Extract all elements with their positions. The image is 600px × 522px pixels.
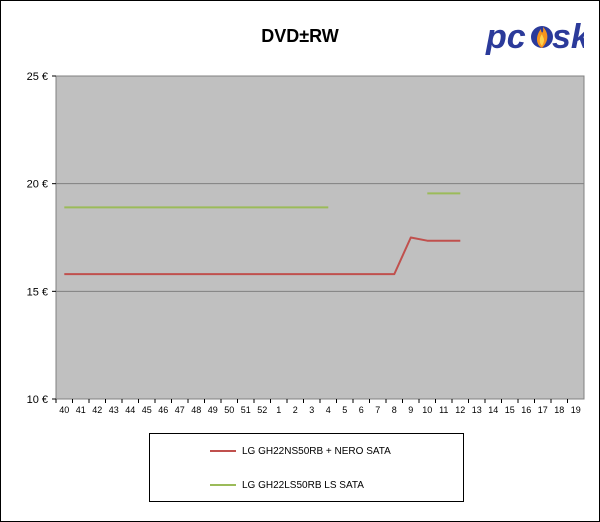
x-tick-label: 44 — [125, 405, 135, 415]
y-tick-label: 10 € — [27, 394, 48, 406]
x-tick-label: 47 — [175, 405, 185, 415]
legend-item-series-2: LG GH22LS50RB LS SATA — [210, 478, 364, 492]
x-tick-label: 12 — [455, 405, 465, 415]
legend-label-1: LG GH22NS50RB + NERO SATA — [242, 445, 391, 457]
x-tick-label: 51 — [241, 405, 251, 415]
x-tick-label: 52 — [257, 405, 267, 415]
chart-title: DVD±RW — [261, 26, 339, 46]
y-axis-ticks: 10 € 15 € 20 € 25 € — [27, 71, 56, 406]
x-tick-label: 16 — [521, 405, 531, 415]
x-tick-label: 8 — [392, 405, 397, 415]
x-tick-label: 43 — [109, 405, 119, 415]
series-line-1 — [64, 236, 461, 276]
x-tick-label: 48 — [191, 405, 201, 415]
x-tick-label: 3 — [309, 405, 314, 415]
x-tick-label: 17 — [538, 405, 548, 415]
legend-label-2: LG GH22LS50RB LS SATA — [242, 479, 364, 491]
logo-text-right: sk — [552, 18, 584, 56]
x-tick-label: 5 — [342, 405, 347, 415]
legend-swatch-2 — [210, 484, 236, 486]
y-tick-label: 15 € — [27, 286, 48, 298]
x-tick-label: 15 — [505, 405, 515, 415]
y-tick-label: 25 € — [27, 71, 48, 83]
logo-text-left: pc — [485, 18, 526, 56]
x-tick-label: 11 — [439, 405, 448, 415]
pctuning-logo: pc sk — [485, 18, 584, 56]
x-tick-label: 42 — [92, 405, 102, 415]
x-tick-label: 1 — [276, 405, 281, 415]
x-tick-label: 4 — [326, 405, 331, 415]
x-tick-label: 49 — [208, 405, 218, 415]
x-tick-label: 13 — [472, 405, 482, 415]
legend-swatch-1 — [210, 450, 236, 452]
x-tick-label: 9 — [408, 405, 413, 415]
x-axis-ticks: 40 41 42 43 44 45 46 47 48 49 50 51 52 1 2 3 4 5 6 7 8 9 10 11 1… — [55, 399, 581, 415]
x-tick-label: 2 — [293, 405, 298, 415]
series-lines — [64, 192, 461, 276]
plot-area — [55, 75, 585, 400]
gridlines — [56, 183, 584, 292]
x-tick-label: 46 — [158, 405, 168, 415]
chart-legend: LG GH22NS50RB + NERO SATA LG GH22LS50RB … — [149, 433, 464, 502]
x-tick-label: 50 — [224, 405, 234, 415]
legend-item-series-1: LG GH22NS50RB + NERO SATA — [210, 444, 391, 458]
x-tick-label: 18 — [554, 405, 564, 415]
x-tick-label: 14 — [488, 405, 498, 415]
y-tick-label: 20 € — [27, 179, 48, 191]
x-tick-label: 7 — [375, 405, 380, 415]
x-tick-label: 6 — [359, 405, 364, 415]
x-tick-label: 19 — [571, 405, 581, 415]
x-tick-label: 10 — [422, 405, 432, 415]
flame-icon — [531, 26, 553, 48]
x-tick-label: 41 — [76, 405, 86, 415]
x-tick-label: 40 — [59, 405, 69, 415]
x-tick-label: 45 — [142, 405, 152, 415]
